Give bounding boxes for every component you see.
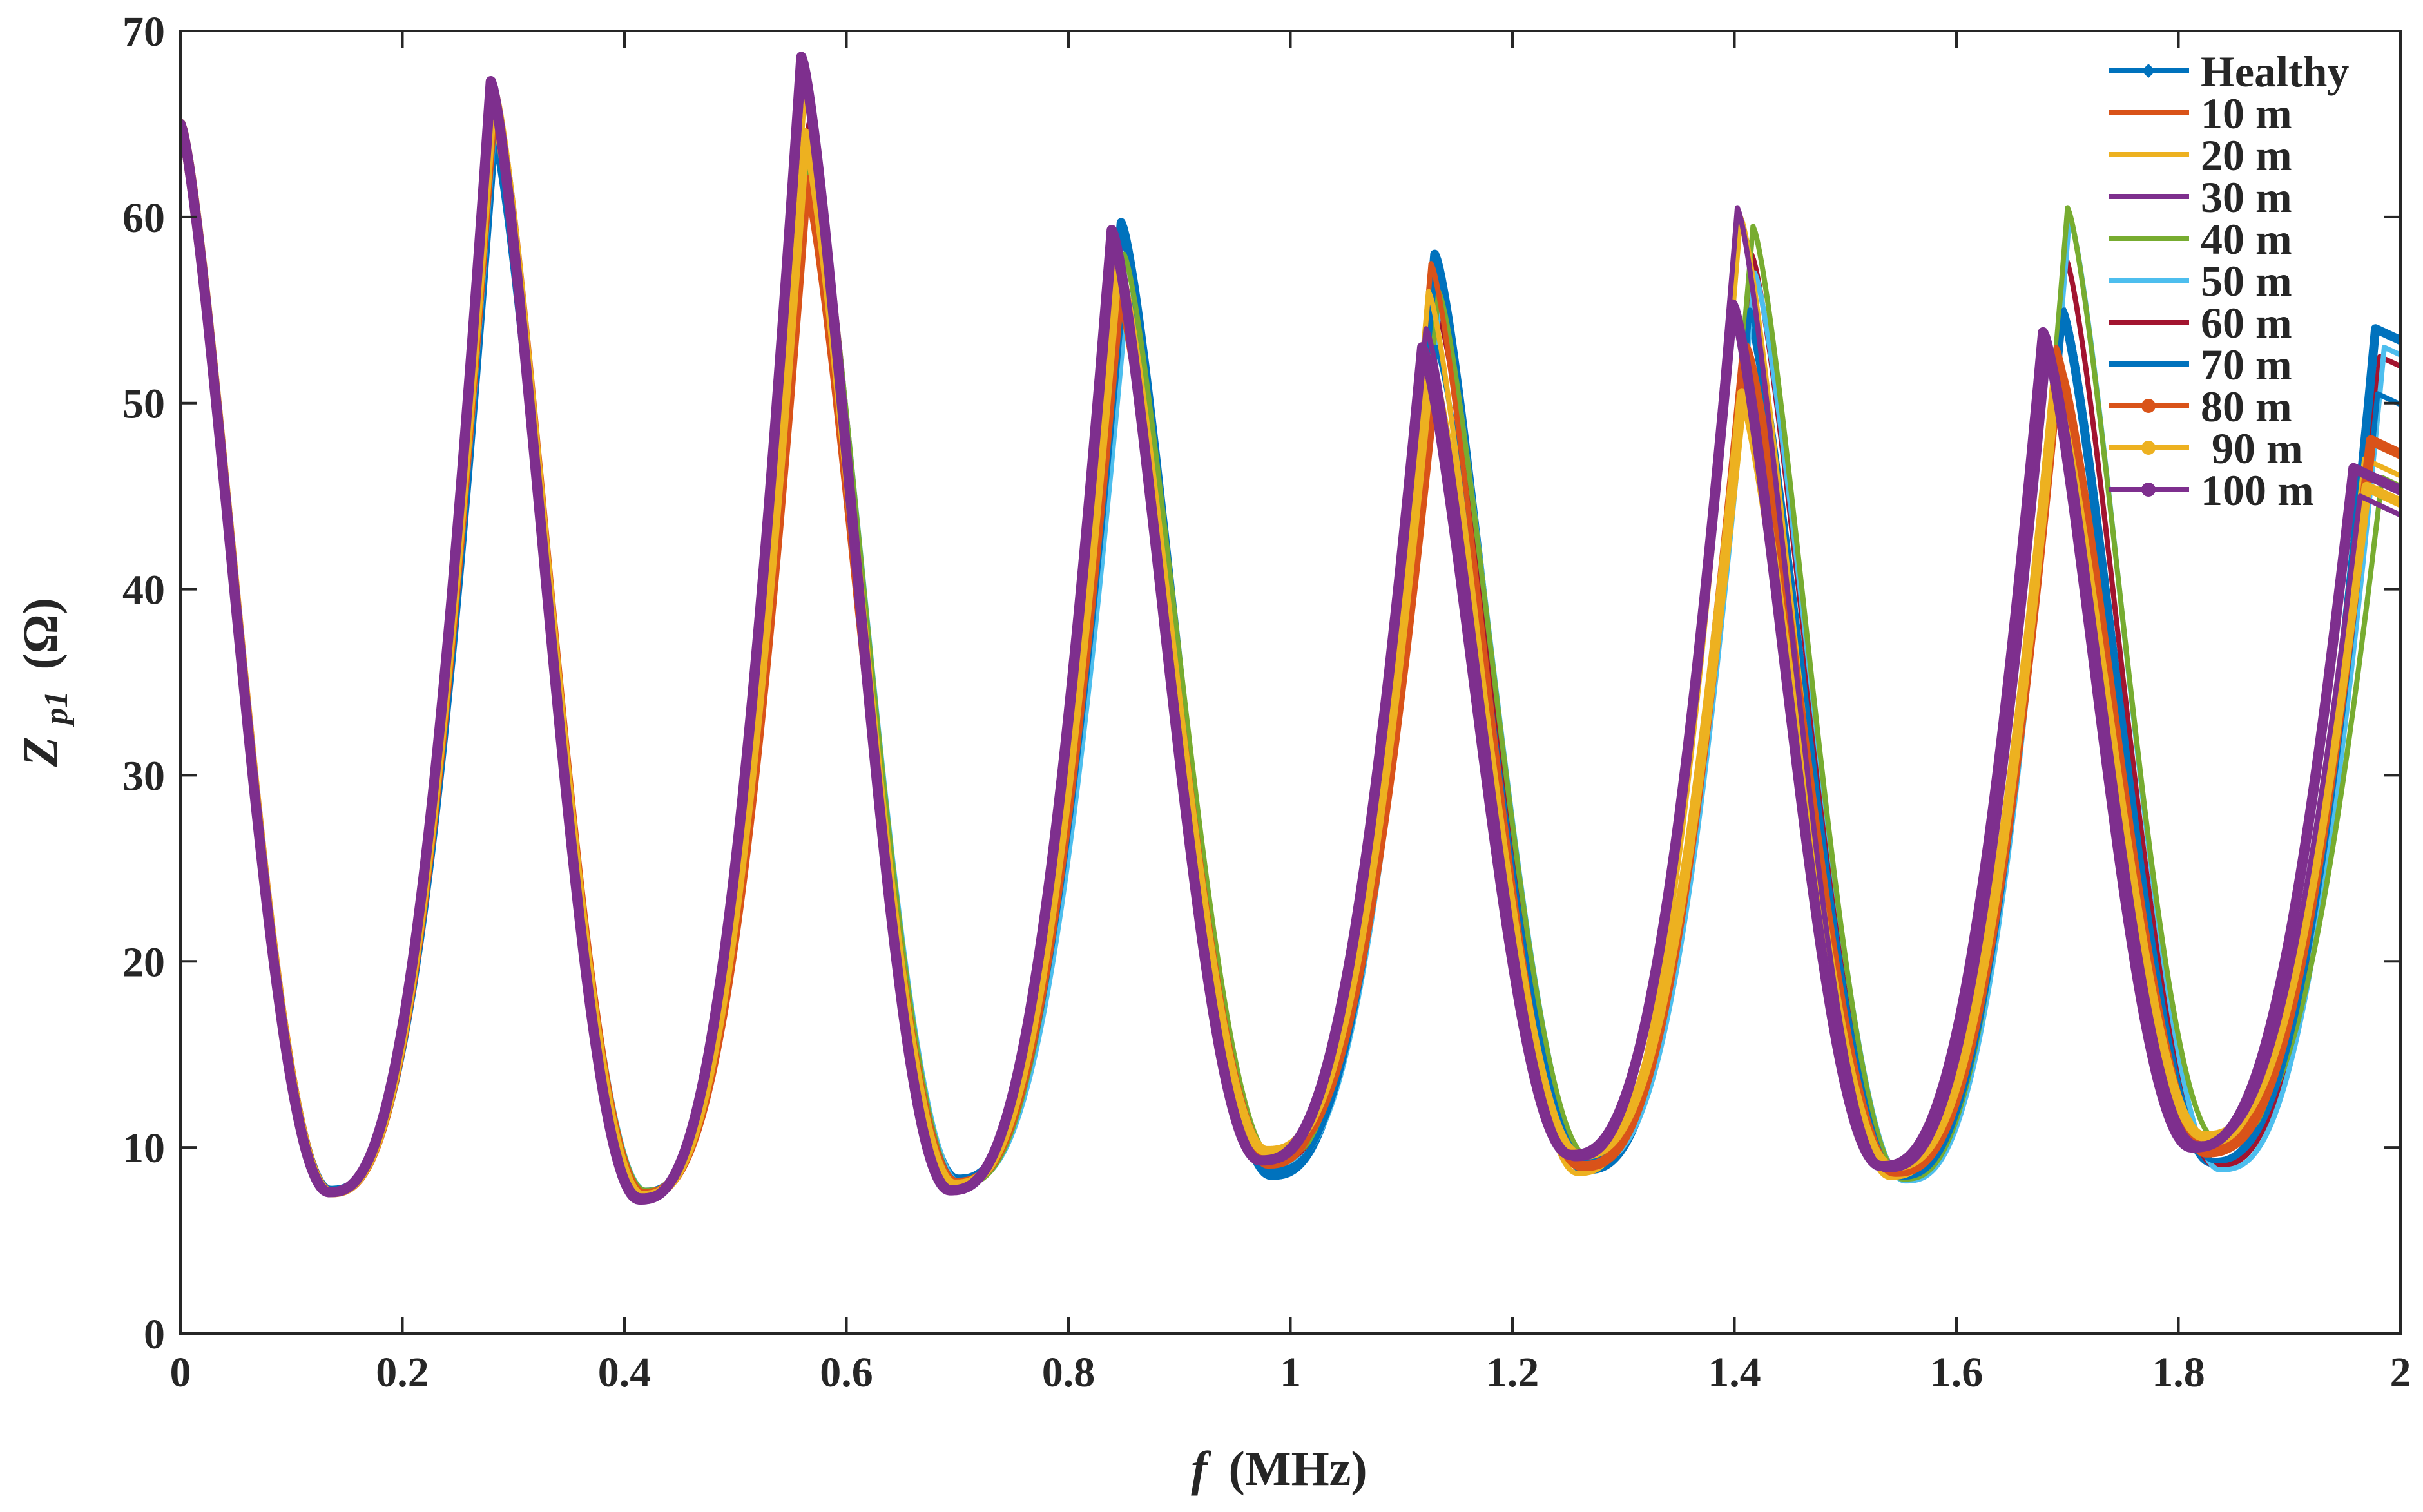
legend-label-6: 60 m xyxy=(2201,298,2292,347)
legend-label-4: 40 m xyxy=(2201,215,2292,263)
y-axis-subscript: p1 xyxy=(38,691,75,727)
ticks-layer: 0 0.2 0.4 0.6 0.8 1 1.2 1.4 1.6 1.8 20102030405060… xyxy=(122,8,2411,1396)
x-axis-label: f (MHz) xyxy=(1191,1442,1367,1496)
x-axis-symbol: f xyxy=(1191,1442,1212,1496)
x-tick-label: 2 xyxy=(2390,1349,2411,1396)
x-axis-unit: (MHz) xyxy=(1229,1442,1367,1496)
legend-label-7: 70 m xyxy=(2201,340,2292,389)
x-tick-label: 1 xyxy=(1280,1349,1301,1396)
x-tick-label: 0.2 xyxy=(376,1349,429,1396)
legend-label-1: 10 m xyxy=(2201,89,2292,138)
x-tick-label: 0 xyxy=(170,1349,191,1396)
x-tick-label: 1.2 xyxy=(1486,1349,1540,1396)
legend-label-0: Healthy xyxy=(2201,47,2349,96)
series-line-10 xyxy=(180,52,2400,1205)
x-tick-label: 1.8 xyxy=(2152,1349,2205,1396)
legend-marker-10 xyxy=(2141,483,2156,497)
y-axis-symbol: Z xyxy=(14,737,68,767)
legend-label-9: 90 m xyxy=(2201,424,2303,473)
y-tick-label: 50 xyxy=(122,381,165,428)
legend-label-8: 80 m xyxy=(2201,382,2292,431)
x-tick-label: 0.8 xyxy=(1042,1349,1096,1396)
y-tick-label: 30 xyxy=(122,752,165,799)
x-tick-label: 1.4 xyxy=(1708,1349,1761,1396)
y-tick-label: 20 xyxy=(122,939,165,986)
legend-marker-0 xyxy=(2141,64,2156,78)
legend-label-5: 50 m xyxy=(2201,256,2292,305)
legend-label-3: 30 m xyxy=(2201,173,2292,222)
x-tick-label: 1.6 xyxy=(1930,1349,1984,1396)
y-tick-label: 60 xyxy=(122,195,165,242)
y-axis-label: Z p1 (Ω) xyxy=(14,598,78,767)
legend-label-10: 100 m xyxy=(2201,466,2314,515)
series-layer xyxy=(180,52,2400,1205)
x-tick-label: 0.4 xyxy=(598,1349,652,1396)
y-tick-label: 0 xyxy=(144,1311,165,1358)
y-tick-label: 40 xyxy=(122,567,165,614)
x-tick-label: 0.6 xyxy=(820,1349,873,1396)
legend-marker-8 xyxy=(2141,399,2156,413)
y-tick-label: 70 xyxy=(122,8,165,55)
legend-marker-9 xyxy=(2141,441,2156,455)
y-tick-label: 10 xyxy=(122,1125,165,1172)
y-axis-unit: (Ω) xyxy=(14,598,68,669)
legend-label-2: 20 m xyxy=(2201,131,2292,180)
